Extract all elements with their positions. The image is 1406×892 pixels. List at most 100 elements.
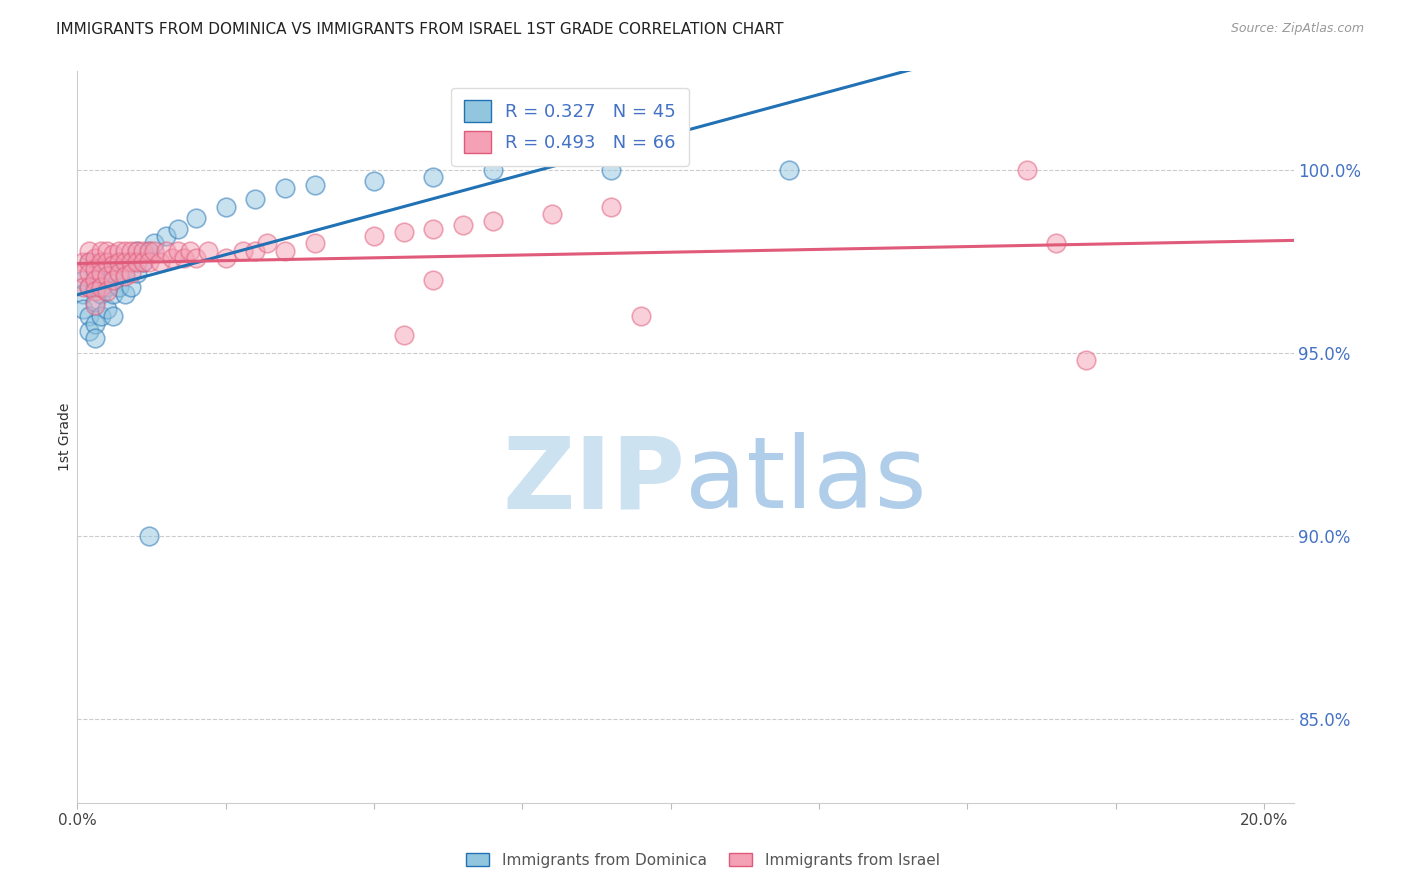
Point bbox=[173, 251, 195, 265]
Point bbox=[600, 200, 623, 214]
Point bbox=[138, 244, 160, 258]
Point bbox=[84, 280, 107, 294]
Point bbox=[256, 236, 278, 251]
Point bbox=[101, 273, 124, 287]
Point bbox=[72, 287, 94, 301]
Point bbox=[84, 284, 107, 298]
Point bbox=[101, 287, 124, 301]
Point bbox=[108, 266, 131, 280]
Point bbox=[120, 254, 142, 268]
Point bbox=[232, 244, 254, 258]
Point bbox=[778, 163, 800, 178]
Point bbox=[77, 280, 100, 294]
Point bbox=[72, 266, 94, 280]
Point bbox=[84, 294, 107, 309]
Point bbox=[197, 244, 219, 258]
Point bbox=[114, 266, 136, 280]
Point bbox=[214, 200, 236, 214]
Point bbox=[179, 244, 201, 258]
Point bbox=[125, 244, 148, 258]
Point bbox=[96, 258, 118, 272]
Point bbox=[101, 310, 124, 324]
Point bbox=[77, 254, 100, 268]
Point bbox=[120, 280, 142, 294]
Point bbox=[114, 244, 136, 258]
Point bbox=[84, 331, 107, 345]
Point bbox=[131, 254, 153, 268]
Point bbox=[90, 266, 112, 280]
Point bbox=[541, 207, 564, 221]
Point bbox=[245, 193, 267, 207]
Point bbox=[155, 244, 177, 258]
Point bbox=[131, 254, 153, 268]
Point bbox=[214, 251, 236, 265]
Point bbox=[77, 266, 100, 280]
Point bbox=[77, 244, 100, 258]
Point bbox=[162, 251, 184, 265]
Point bbox=[96, 284, 118, 298]
Point bbox=[167, 244, 190, 258]
Text: IMMIGRANTS FROM DOMINICA VS IMMIGRANTS FROM ISRAEL 1ST GRADE CORRELATION CHART: IMMIGRANTS FROM DOMINICA VS IMMIGRANTS F… bbox=[56, 22, 783, 37]
Text: atlas: atlas bbox=[686, 433, 927, 530]
Legend: R = 0.327   N = 45, R = 0.493   N = 66: R = 0.327 N = 45, R = 0.493 N = 66 bbox=[451, 87, 689, 166]
Point bbox=[392, 327, 415, 342]
Point bbox=[96, 244, 118, 258]
Point bbox=[422, 273, 444, 287]
Y-axis label: 1st Grade: 1st Grade bbox=[58, 403, 72, 471]
Point bbox=[155, 229, 177, 244]
Legend: Immigrants from Dominica, Immigrants from Israel: Immigrants from Dominica, Immigrants fro… bbox=[458, 845, 948, 875]
Point bbox=[120, 244, 142, 258]
Point bbox=[143, 236, 166, 251]
Point bbox=[392, 225, 415, 239]
Point bbox=[96, 280, 118, 294]
Point bbox=[84, 266, 107, 280]
Point bbox=[138, 529, 160, 543]
Point bbox=[245, 244, 267, 258]
Point bbox=[84, 261, 107, 276]
Point bbox=[77, 254, 100, 268]
Text: Source: ZipAtlas.com: Source: ZipAtlas.com bbox=[1230, 22, 1364, 36]
Point bbox=[422, 170, 444, 185]
Point bbox=[101, 258, 124, 272]
Point bbox=[90, 273, 112, 287]
Point bbox=[143, 244, 166, 258]
Text: ZIP: ZIP bbox=[502, 433, 686, 530]
Point bbox=[108, 254, 131, 268]
Point bbox=[90, 244, 112, 258]
Point bbox=[101, 266, 124, 280]
Point bbox=[90, 310, 112, 324]
Point bbox=[84, 298, 107, 312]
Point bbox=[125, 266, 148, 280]
Point bbox=[125, 244, 148, 258]
Point bbox=[90, 280, 112, 294]
Point bbox=[1015, 163, 1038, 178]
Point bbox=[363, 174, 385, 188]
Point bbox=[84, 273, 107, 287]
Point bbox=[274, 181, 297, 195]
Point bbox=[184, 251, 207, 265]
Point bbox=[600, 163, 623, 178]
Point bbox=[96, 269, 118, 284]
Point bbox=[125, 254, 148, 268]
Point bbox=[363, 229, 385, 244]
Point bbox=[422, 221, 444, 235]
Point bbox=[90, 287, 112, 301]
Point bbox=[114, 287, 136, 301]
Point bbox=[167, 221, 190, 235]
Point bbox=[184, 211, 207, 225]
Point bbox=[1045, 236, 1067, 251]
Point bbox=[108, 254, 131, 268]
Point bbox=[304, 178, 326, 192]
Point bbox=[72, 254, 94, 268]
Point bbox=[114, 269, 136, 284]
Point bbox=[481, 163, 503, 178]
Point bbox=[274, 244, 297, 258]
Point bbox=[138, 244, 160, 258]
Point bbox=[101, 247, 124, 261]
Point bbox=[630, 310, 652, 324]
Point bbox=[96, 254, 118, 268]
Point bbox=[108, 280, 131, 294]
Point bbox=[84, 317, 107, 331]
Point bbox=[120, 266, 142, 280]
Point bbox=[72, 280, 94, 294]
